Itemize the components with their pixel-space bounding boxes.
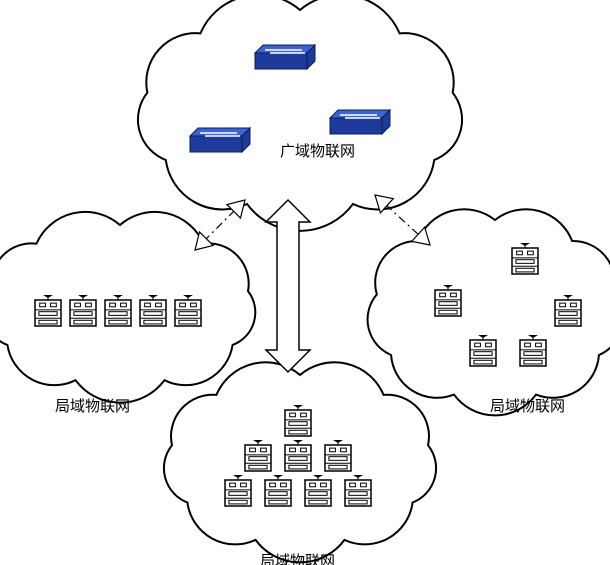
sensor-icon xyxy=(35,295,61,326)
switch-icon xyxy=(255,45,315,69)
sensor-icon xyxy=(140,295,166,326)
sensor-icon xyxy=(285,440,311,471)
sensor-icon xyxy=(265,475,291,506)
cloud-left-label: 局域物联网 xyxy=(55,395,130,416)
sensor-icon xyxy=(470,335,496,366)
sensor-icon xyxy=(325,440,351,471)
sensor-icon xyxy=(225,475,251,506)
sensor-icon xyxy=(555,295,581,326)
sensor-icon xyxy=(285,405,311,436)
sensor-icon xyxy=(175,295,201,326)
diagram-root: 广域物联网 局域物联网 局域物联网 局域物联网 xyxy=(0,0,610,565)
sensor-icon xyxy=(345,475,371,506)
cloud-top-label: 广域物联网 xyxy=(280,140,355,161)
diagram-svg xyxy=(0,0,610,565)
sensor-icon xyxy=(520,335,546,366)
sensor-icon xyxy=(70,295,96,326)
cloud-bottom-label: 局域物联网 xyxy=(260,550,335,565)
sensor-icon xyxy=(435,285,461,316)
cloud-top xyxy=(138,0,462,231)
sensor-icon xyxy=(105,295,131,326)
switch-icon xyxy=(330,110,390,134)
sensor-icon xyxy=(305,475,331,506)
sensor-icon xyxy=(512,243,538,274)
sensor-icon xyxy=(245,440,271,471)
cloud-right-label: 局域物联网 xyxy=(490,395,565,416)
switch-icon xyxy=(190,128,250,152)
